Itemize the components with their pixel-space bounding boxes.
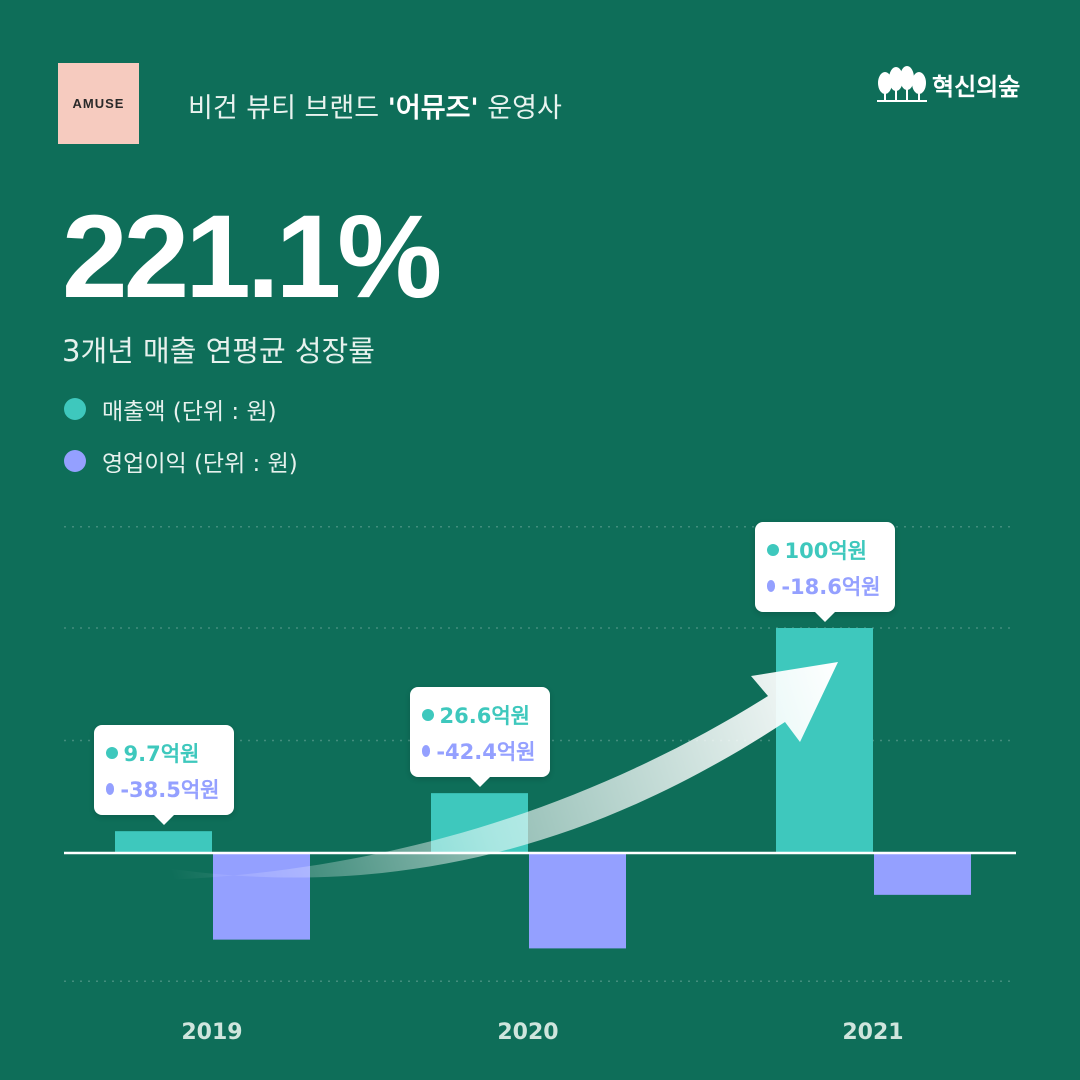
data-label-2019: 9.7억원 -38.5억원 xyxy=(93,725,234,826)
legend-label-profit: 영업이익 (단위 : 원) xyxy=(102,451,298,477)
legend-dot-profit xyxy=(64,450,86,472)
brand-name: '어뮤즈' xyxy=(387,93,479,124)
headline-value: 221.1% xyxy=(62,191,442,323)
brand-description: 비건 뷰티 브랜드 '어뮤즈' 운영사 xyxy=(188,86,562,125)
brand-desc-prefix: 비건 뷰티 브랜드 xyxy=(188,93,388,124)
legend-item-profit: 영업이익 (단위 : 원) xyxy=(64,446,298,477)
bar-revenue-2019 xyxy=(115,831,212,853)
label-dot xyxy=(421,745,431,758)
label-text: -42.4억원 xyxy=(436,740,536,765)
label-profit-2019: -38.5억원 xyxy=(105,771,220,807)
label-text: -18.6억원 xyxy=(781,575,881,599)
label-revenue-2020: 26.6억원 xyxy=(421,697,536,733)
label-revenue-2021: 100억원 xyxy=(766,532,881,568)
publisher-logo: 혁신의숲 xyxy=(876,64,1020,104)
label-profit-2020: -42.4억원 xyxy=(421,733,536,769)
label-dot xyxy=(105,783,115,796)
bar-profit-2020 xyxy=(529,853,626,949)
label-dot xyxy=(421,709,434,722)
data-label-2021: 100억원 -18.6억원 xyxy=(754,522,895,622)
tree-icon xyxy=(877,66,927,102)
publisher-name: 혁신의숲 xyxy=(932,72,1021,101)
amuse-logo-text: AMUSE xyxy=(72,96,125,111)
legend-label-revenue: 매출액 (단위 : 원) xyxy=(102,399,277,425)
label-revenue-2019: 9.7억원 xyxy=(105,735,220,771)
label-text: 9.7억원 xyxy=(123,742,200,767)
legend-item-revenue: 매출액 (단위 : 원) xyxy=(64,394,298,425)
bar-profit-2019 xyxy=(213,853,310,940)
x-tick-label-2020: 2020 xyxy=(497,1020,559,1045)
label-text: 26.6억원 xyxy=(439,704,530,729)
label-dot xyxy=(105,747,118,760)
label-dot xyxy=(766,580,776,592)
data-label-2020: 26.6억원 -42.4억원 xyxy=(409,687,550,788)
amuse-logo: AMUSE xyxy=(58,63,139,144)
x-tick-label-2019: 2019 xyxy=(181,1020,243,1045)
label-text: 100억원 xyxy=(784,539,867,563)
legend-dot-revenue xyxy=(64,398,86,420)
bar-revenue-2021 xyxy=(776,628,873,853)
x-tick-label-2021: 2021 xyxy=(842,1020,904,1045)
brand-desc-suffix: 운영사 xyxy=(478,93,562,124)
chart-legend: 매출액 (단위 : 원) 영업이익 (단위 : 원) xyxy=(64,394,298,498)
headline-caption: 3개년 매출 연평균 성장률 xyxy=(62,334,375,368)
bar-profit-2021 xyxy=(874,853,971,895)
growth-trend-arrow xyxy=(165,662,838,880)
label-text: -38.5억원 xyxy=(120,778,220,803)
label-dot xyxy=(766,544,779,556)
label-profit-2021: -18.6억원 xyxy=(766,568,881,604)
